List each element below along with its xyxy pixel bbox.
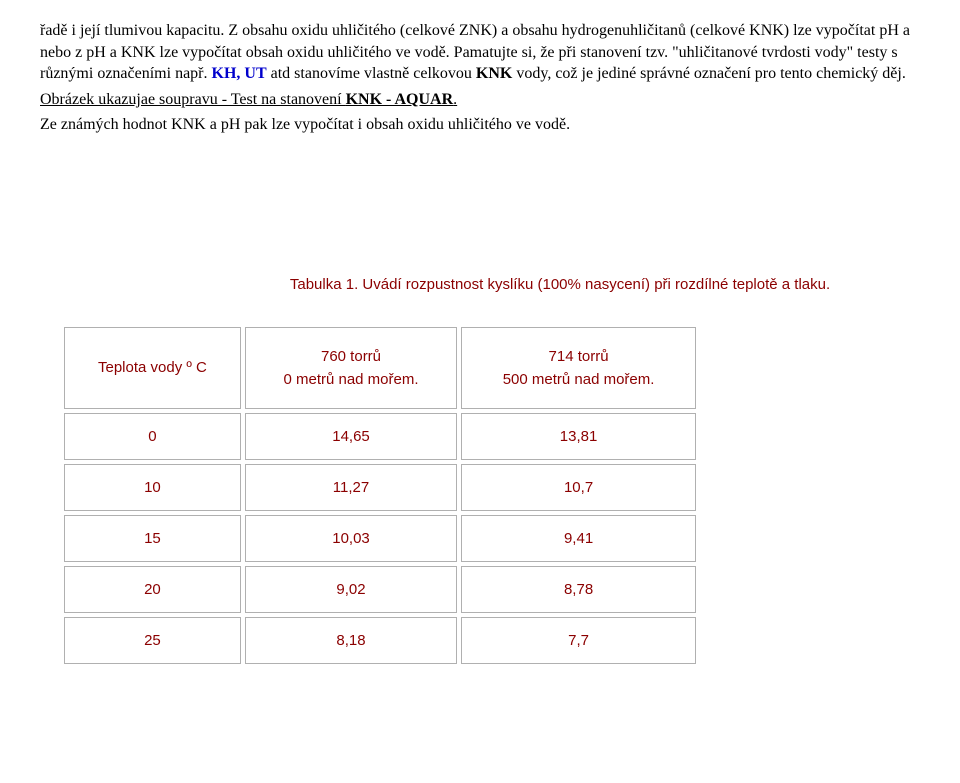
table-caption: Tabulka 1. Uvádí rozpustnost kyslíku (10… <box>40 276 920 293</box>
solubility-table: Teplota vody º C 760 torrů 0 metrů nad m… <box>60 323 700 668</box>
image-caption-line: Obrázek ukazujae soupravu - Test na stan… <box>40 89 920 111</box>
table-cell: 9,02 <box>245 566 457 613</box>
table-cell: 9,41 <box>461 515 696 562</box>
header-label: 760 torrů <box>321 348 381 365</box>
header-sublabel: 0 metrů nad mořem. <box>256 371 446 388</box>
table-cell: 0 <box>64 413 241 460</box>
text-segment: vody, což je jediné správné označení pro… <box>512 65 905 82</box>
text-segment: Ze známých hodnot KNK a pH pak lze vypoč… <box>40 116 570 133</box>
text-segment: atd stanovíme vlastně celkovou <box>267 65 476 82</box>
table-cell: 7,7 <box>461 617 696 664</box>
table-cell: 8,78 <box>461 566 696 613</box>
table-row: 0 14,65 13,81 <box>64 413 696 460</box>
text-bold-underline: KNK - AQUAR <box>346 91 454 108</box>
table-cell: 20 <box>64 566 241 613</box>
text-highlight-kh-ut: KH, UT <box>212 65 267 82</box>
table-header-temp: Teplota vody º C <box>64 327 241 409</box>
table-row: 20 9,02 8,78 <box>64 566 696 613</box>
table-row: 10 11,27 10,7 <box>64 464 696 511</box>
body-paragraph: řadě i její tlumivou kapacitu. Z obsahu … <box>40 20 920 85</box>
table-cell: 11,27 <box>245 464 457 511</box>
header-label: 714 torrů <box>549 348 609 365</box>
text-underline: Obrázek ukazujae soupravu - Test na stan… <box>40 91 346 108</box>
table-cell: 15 <box>64 515 241 562</box>
table-cell: 10 <box>64 464 241 511</box>
table-header-row: Teplota vody º C 760 torrů 0 metrů nad m… <box>64 327 696 409</box>
table-cell: 8,18 <box>245 617 457 664</box>
table-cell: 10,03 <box>245 515 457 562</box>
table-header-760: 760 torrů 0 metrů nad mořem. <box>245 327 457 409</box>
closing-line: Ze známých hodnot KNK a pH pak lze vypoč… <box>40 114 920 136</box>
table-cell: 13,81 <box>461 413 696 460</box>
table-cell: 14,65 <box>245 413 457 460</box>
table-header-714: 714 torrů 500 metrů nad mořem. <box>461 327 696 409</box>
header-sublabel: 500 metrů nad mořem. <box>472 371 685 388</box>
text-bold-knk: KNK <box>476 65 512 82</box>
table-row: 15 10,03 9,41 <box>64 515 696 562</box>
text-underline: . <box>453 91 457 108</box>
table-cell: 10,7 <box>461 464 696 511</box>
header-label: Teplota vody º C <box>98 359 207 376</box>
table-row: 25 8,18 7,7 <box>64 617 696 664</box>
table-cell: 25 <box>64 617 241 664</box>
